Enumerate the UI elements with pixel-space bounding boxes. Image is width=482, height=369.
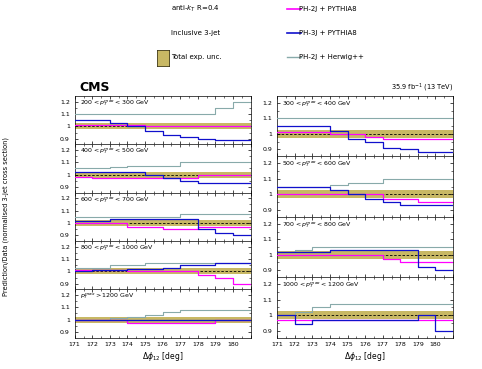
Text: $1000 < p_T^{max} < 1200$ GeV: $1000 < p_T^{max} < 1200$ GeV: [282, 280, 361, 290]
Text: $600 < p_T^{max} < 700$ GeV: $600 < p_T^{max} < 700$ GeV: [80, 195, 150, 205]
Text: CMS: CMS: [80, 81, 110, 94]
Text: PH-2J + Herwig++: PH-2J + Herwig++: [299, 54, 364, 60]
Text: PH-2J + PYTHIA8: PH-2J + PYTHIA8: [299, 6, 357, 12]
Text: $300 < p_T^{max} < 400$ GeV: $300 < p_T^{max} < 400$ GeV: [282, 99, 352, 108]
Text: 35.9 fb$^{-1}$ (13 TeV): 35.9 fb$^{-1}$ (13 TeV): [391, 82, 453, 94]
Text: $800 < p_T^{max} < 1000$ GeV: $800 < p_T^{max} < 1000$ GeV: [80, 244, 154, 253]
Text: $p_T^{max} > 1200$ GeV: $p_T^{max} > 1200$ GeV: [80, 292, 134, 301]
X-axis label: $\Delta\phi_{12}$ [deg]: $\Delta\phi_{12}$ [deg]: [345, 350, 386, 363]
Text: PH-3J + PYTHIA8: PH-3J + PYTHIA8: [299, 30, 357, 36]
Text: Prediction/Data (normalised 3-jet cross section): Prediction/Data (normalised 3-jet cross …: [2, 137, 9, 296]
Text: $200 < p_T^{max} < 300$ GeV: $200 < p_T^{max} < 300$ GeV: [80, 99, 150, 108]
X-axis label: $\Delta\phi_{12}$ [deg]: $\Delta\phi_{12}$ [deg]: [142, 350, 183, 363]
Text: $500 < p_T^{max} < 600$ GeV: $500 < p_T^{max} < 600$ GeV: [282, 159, 352, 169]
Text: $400 < p_T^{max} < 500$ GeV: $400 < p_T^{max} < 500$ GeV: [80, 147, 150, 156]
Text: Inclusive 3-jet: Inclusive 3-jet: [171, 30, 220, 36]
Text: anti-$k_T$ R=0.4: anti-$k_T$ R=0.4: [171, 4, 220, 14]
Text: $700 < p_T^{max} < 800$ GeV: $700 < p_T^{max} < 800$ GeV: [282, 220, 352, 230]
Text: Total exp. unc.: Total exp. unc.: [171, 54, 222, 60]
